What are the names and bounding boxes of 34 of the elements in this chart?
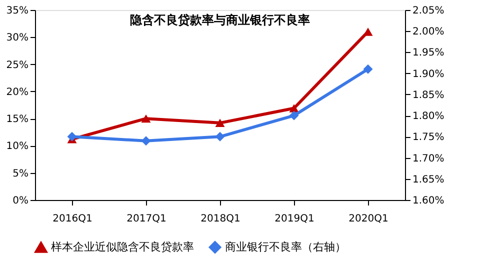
y2-tick-label: 1.75% (412, 132, 444, 144)
y-tick-label: 10% (6, 141, 28, 152)
legend-label: 商业银行不良率（右轴） (225, 240, 346, 254)
y2-tick-label: 1.60% (412, 196, 444, 206)
y-tick-label: 25% (6, 60, 28, 71)
y-tick-label: 5% (12, 168, 28, 180)
x-tick-label: 2019Q1 (274, 214, 314, 224)
x-tick-label: 2018Q1 (200, 214, 240, 224)
y-tick-label: 30% (6, 32, 28, 44)
point (215, 132, 225, 142)
y2-tick-label: 2.00% (412, 26, 444, 38)
y2-tick-label: 1.85% (412, 90, 444, 101)
x-tick-label: 2016Q1 (52, 214, 92, 224)
x-tick-label: 2017Q1 (126, 214, 166, 224)
y-tick-label: 20% (6, 86, 28, 98)
y2-tick-label: 1.95% (412, 48, 444, 59)
point (141, 114, 151, 123)
point (215, 118, 225, 128)
point (363, 28, 373, 36)
y-tick-label: 0% (12, 196, 28, 206)
chart-title: 隐含不良贷款率与商业银行不良率 (130, 13, 310, 27)
y2-tick-label: 1.90% (412, 68, 444, 80)
point (141, 136, 151, 146)
point (363, 64, 373, 74)
y2-tick-label: 1.65% (412, 174, 444, 186)
y-tick-label: 15% (6, 114, 28, 126)
point (289, 110, 299, 120)
legend-label: 样本企业近似隐含不良贷款率 (51, 240, 194, 254)
y2-tick-label: 1.80% (412, 111, 444, 122)
y2-tick-label: 2.05% (412, 6, 444, 16)
point (67, 132, 77, 142)
y-tick-label: 35% (6, 6, 28, 16)
x-tick-label: 2020Q1 (348, 214, 388, 224)
y2-tick-label: 1.70% (412, 153, 444, 164)
